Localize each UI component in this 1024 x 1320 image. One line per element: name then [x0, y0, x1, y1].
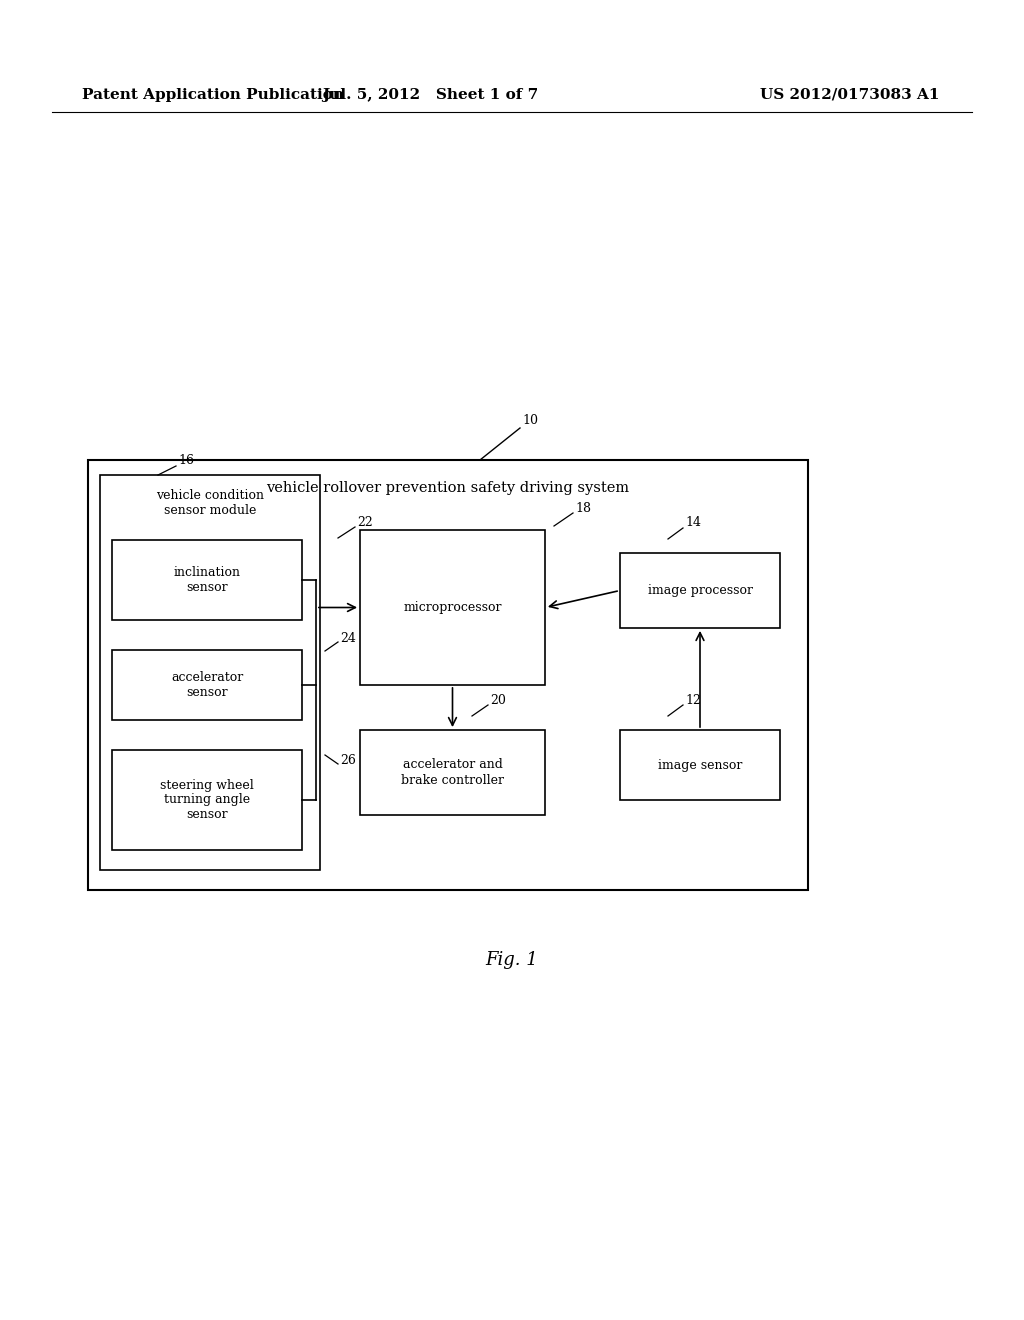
- Text: inclination
sensor: inclination sensor: [173, 566, 241, 594]
- Bar: [620, 553, 780, 628]
- Text: accelerator
sensor: accelerator sensor: [171, 671, 243, 700]
- Text: 20: 20: [490, 693, 506, 706]
- Text: 14: 14: [685, 516, 701, 529]
- Text: vehicle rollover prevention safety driving system: vehicle rollover prevention safety drivi…: [266, 480, 630, 495]
- Text: Patent Application Publication: Patent Application Publication: [82, 88, 344, 102]
- Text: Jul. 5, 2012   Sheet 1 of 7: Jul. 5, 2012 Sheet 1 of 7: [322, 88, 539, 102]
- Bar: [100, 475, 319, 870]
- Text: 24: 24: [340, 631, 356, 644]
- Bar: [112, 750, 302, 850]
- Text: 18: 18: [575, 502, 591, 515]
- Text: accelerator and
brake controller: accelerator and brake controller: [401, 759, 504, 787]
- Text: microprocessor: microprocessor: [403, 601, 502, 614]
- Bar: [360, 730, 545, 814]
- Bar: [112, 649, 302, 719]
- Bar: [112, 540, 302, 620]
- Bar: [620, 730, 780, 800]
- Text: image sensor: image sensor: [657, 759, 742, 771]
- Text: US 2012/0173083 A1: US 2012/0173083 A1: [761, 88, 940, 102]
- Text: 12: 12: [685, 693, 700, 706]
- Text: 10: 10: [522, 413, 538, 426]
- Text: 22: 22: [357, 516, 373, 528]
- Text: vehicle condition
sensor module: vehicle condition sensor module: [156, 488, 264, 517]
- Text: image processor: image processor: [647, 583, 753, 597]
- Text: steering wheel
turning angle
sensor: steering wheel turning angle sensor: [160, 779, 254, 821]
- Text: 26: 26: [340, 754, 356, 767]
- Text: 16: 16: [178, 454, 194, 466]
- Bar: [88, 459, 808, 890]
- Bar: [360, 531, 545, 685]
- Text: Fig. 1: Fig. 1: [485, 950, 539, 969]
